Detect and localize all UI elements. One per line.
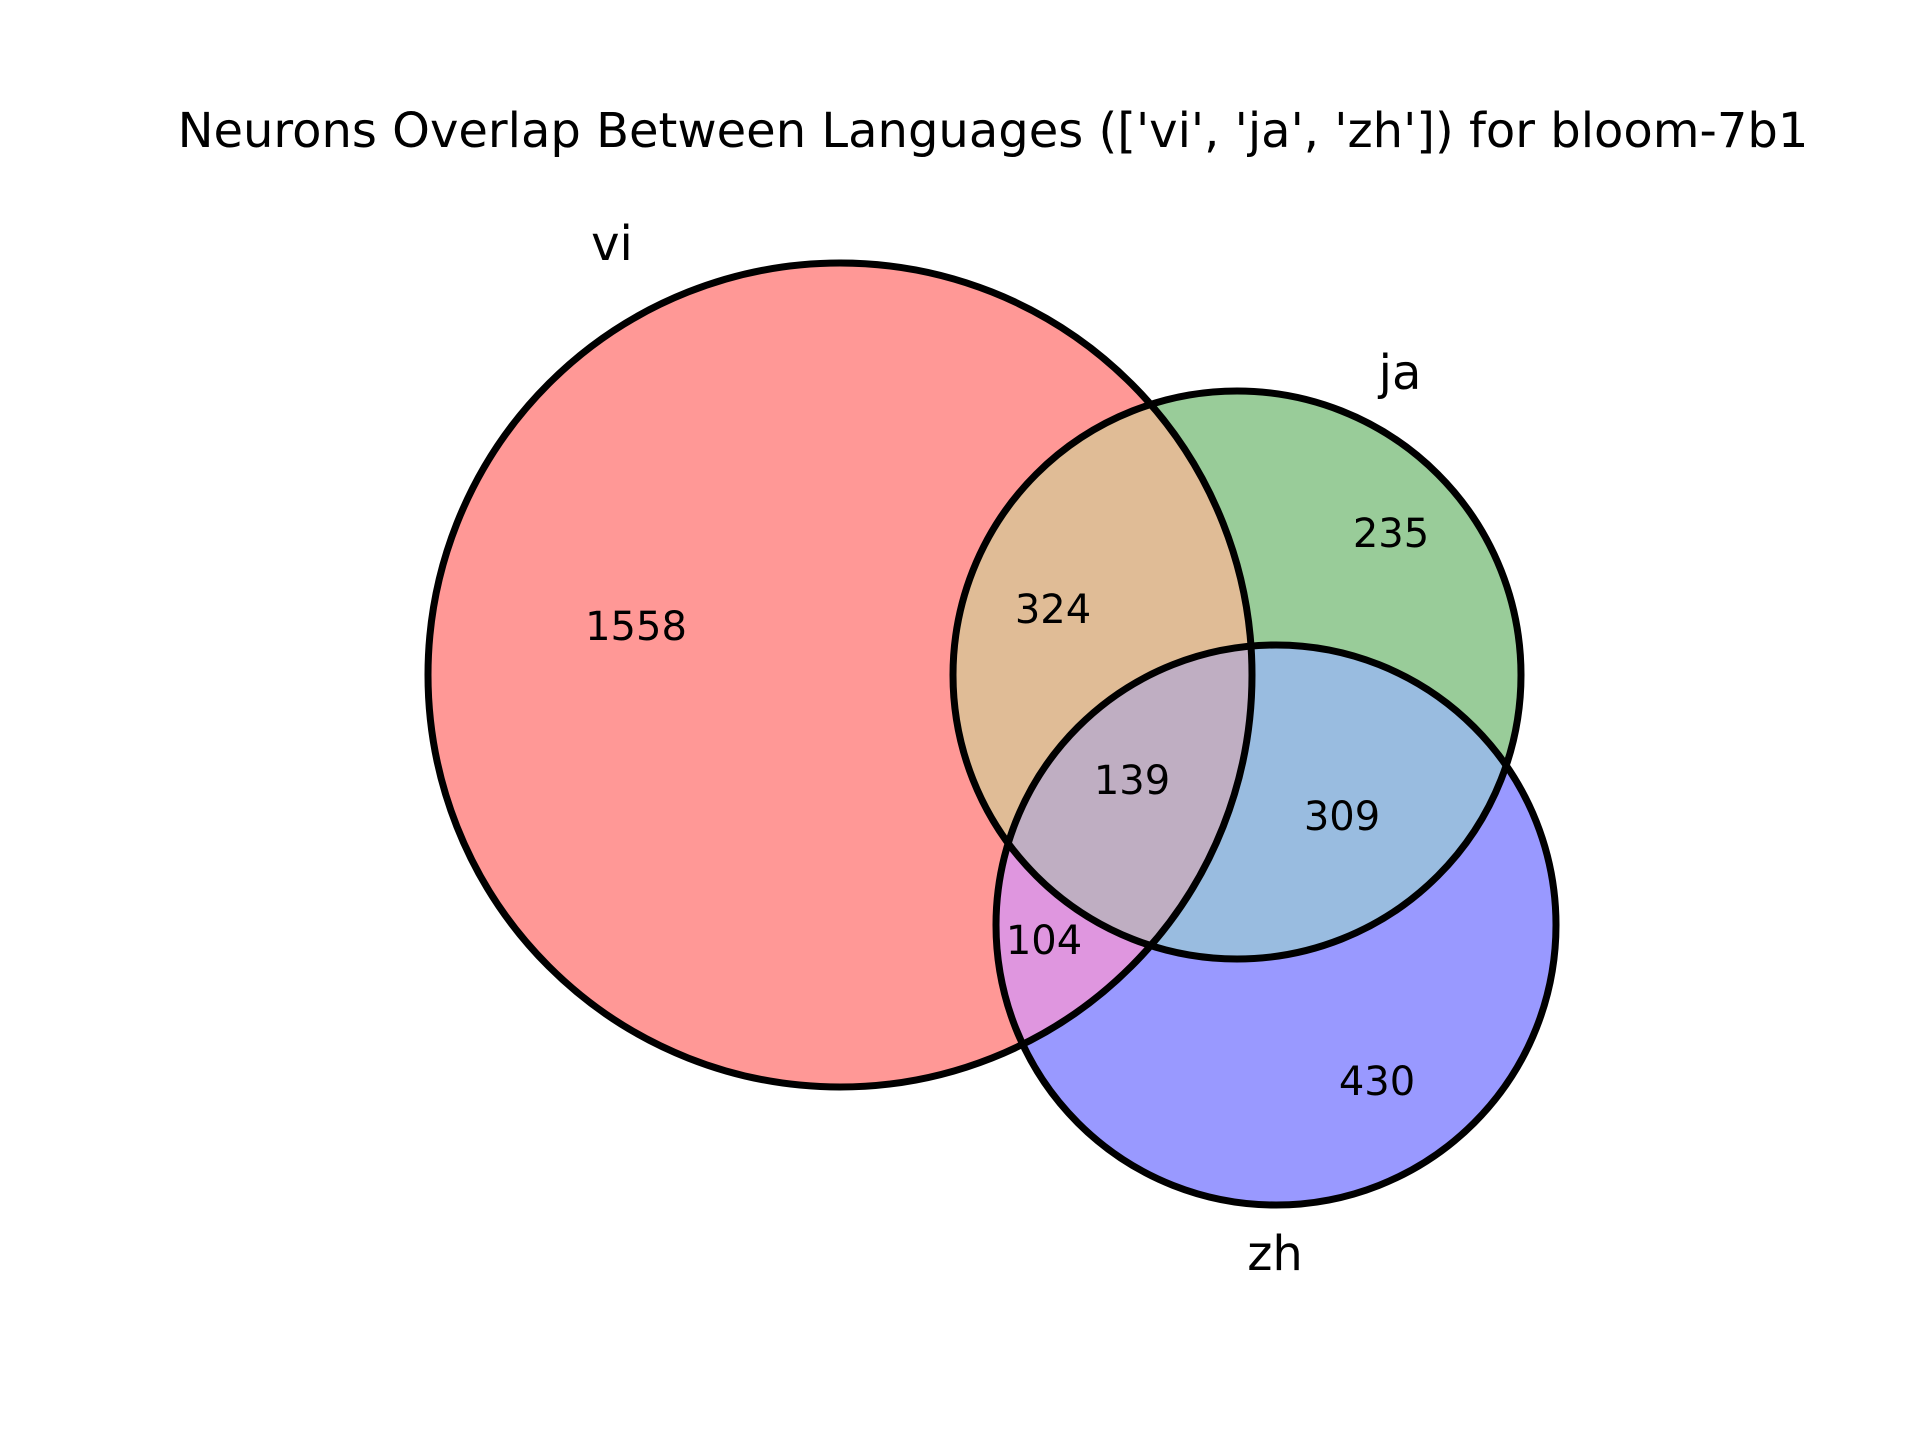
set-label-vi: vi — [591, 216, 633, 272]
set-label-zh: zh — [1247, 1226, 1303, 1282]
region-label-vi-ja-zh: 139 — [1094, 758, 1170, 804]
chart-title: Neurons Overlap Between Languages (['vi'… — [178, 103, 1809, 159]
region-vi-ja-zh-fill — [996, 645, 1252, 959]
region-label-vi-only: 1558 — [585, 604, 687, 650]
region-label-ja-zh: 309 — [1304, 794, 1380, 840]
set-vi-outline — [424, 259, 1256, 1091]
region-label-vi-ja: 324 — [1015, 587, 1091, 633]
region-label-ja-only: 235 — [1353, 511, 1429, 557]
set-label-ja: ja — [1378, 345, 1422, 401]
region-label-zh-only: 430 — [1339, 1059, 1415, 1105]
set-ja-outline — [949, 387, 1525, 963]
set-outlines — [424, 259, 1560, 1209]
set-zh-outline — [992, 641, 1560, 1209]
region-label-vi-zh: 104 — [1006, 918, 1082, 964]
